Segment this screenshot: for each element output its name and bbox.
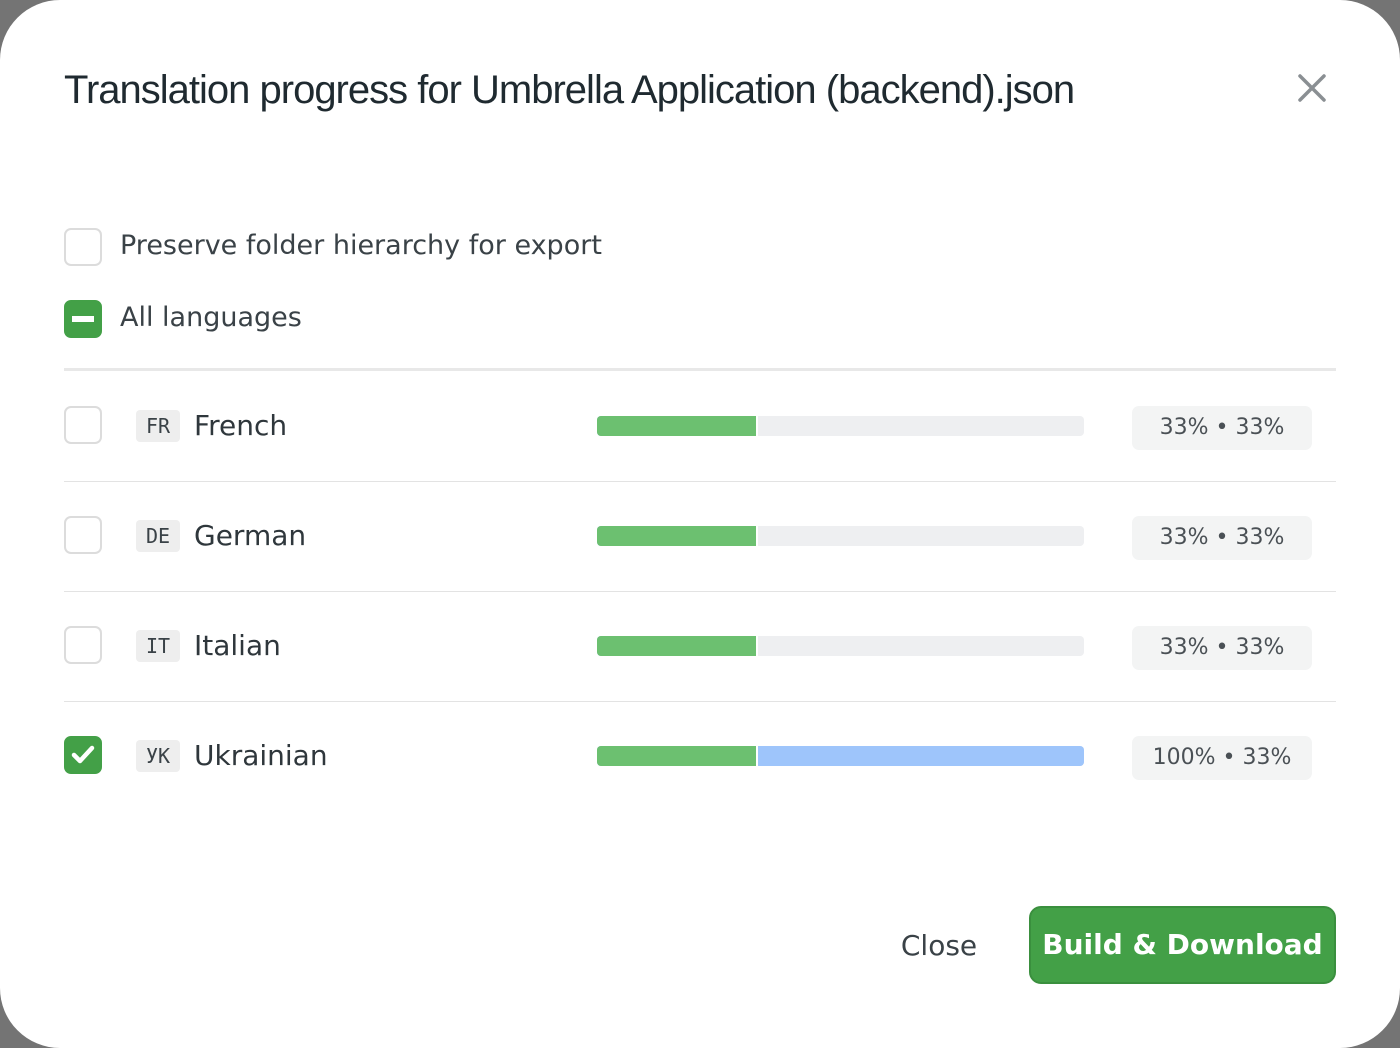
build-download-button[interactable]: Build & Download (1029, 906, 1336, 984)
reviewed-segment (597, 416, 758, 436)
language-code: УК (136, 740, 180, 772)
progress-bar (597, 636, 1084, 656)
language-code: IT (136, 630, 180, 662)
language-name: German (194, 519, 307, 552)
divider (64, 368, 1336, 371)
language-checkbox[interactable] (64, 736, 102, 774)
all-languages-label: All languages (120, 302, 302, 333)
progress-badge: 33% • 33% (1132, 406, 1312, 450)
language-name: Italian (194, 629, 281, 662)
progress-bar (597, 746, 1084, 766)
reviewed-segment (597, 526, 758, 546)
progress-bar (597, 526, 1084, 546)
all-languages-checkbox[interactable] (64, 300, 102, 338)
divider (64, 481, 1336, 482)
language-checkbox[interactable] (64, 406, 102, 444)
progress-badge: 33% • 33% (1132, 626, 1312, 670)
close-x-icon[interactable] (1292, 68, 1332, 108)
reviewed-segment (597, 746, 758, 766)
language-checkbox[interactable] (64, 516, 102, 554)
divider (64, 701, 1336, 702)
checkmark-icon (71, 745, 95, 764)
language-row: IT Italian 33% • 33% (0, 626, 1400, 738)
indeterminate-icon (72, 316, 94, 322)
language-row: УК Ukrainian 100% • 33% (0, 736, 1400, 848)
dialog-title: Translation progress for Umbrella Applic… (64, 68, 1075, 112)
preserve-folder-checkbox[interactable] (64, 228, 102, 266)
language-name: French (194, 409, 288, 442)
progress-badge: 33% • 33% (1132, 516, 1312, 560)
reviewed-segment (597, 636, 758, 656)
language-code: DE (136, 520, 180, 552)
divider (64, 591, 1336, 592)
progress-bar (597, 416, 1084, 436)
language-name: Ukrainian (194, 739, 328, 772)
preserve-folder-label: Preserve folder hierarchy for export (120, 230, 602, 261)
language-row: DE German 33% • 33% (0, 516, 1400, 628)
language-checkbox[interactable] (64, 626, 102, 664)
language-row: FR French 33% • 33% (0, 406, 1400, 518)
close-button[interactable]: Close (900, 929, 978, 962)
language-code: FR (136, 410, 180, 442)
progress-badge: 100% • 33% (1132, 736, 1312, 780)
